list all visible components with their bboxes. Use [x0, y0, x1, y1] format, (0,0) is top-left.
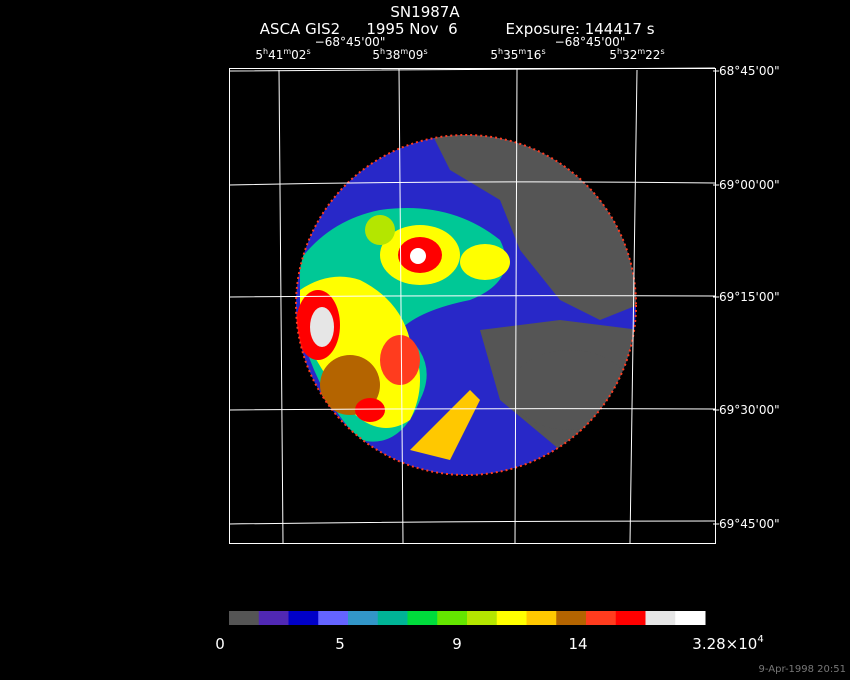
- exponent: 4: [757, 634, 763, 645]
- colorbar-segment: [377, 611, 408, 625]
- title: SN1987A: [390, 3, 460, 21]
- unit: h: [263, 47, 268, 56]
- unit: m: [518, 47, 526, 56]
- unit: s: [660, 47, 664, 56]
- colorbar-label: 5: [335, 635, 345, 653]
- colorbar-label: 0: [215, 635, 225, 653]
- top-dec-label: −68°45'00": [555, 35, 626, 49]
- coordinate-grid: [228, 67, 716, 544]
- colorbar-segment: [615, 611, 646, 625]
- date: 1995 Nov 6: [366, 20, 457, 38]
- footer: 9-Apr-1998 20:51: [759, 664, 846, 675]
- colorbar-labels: 0 5 9 14 3.28×104: [215, 634, 763, 653]
- exposure: Exposure: 144417 s: [505, 20, 654, 38]
- number: 16: [526, 48, 541, 62]
- unit: m: [283, 47, 291, 56]
- colorbar-segment: [645, 611, 676, 625]
- ra-label: 5h35m16s: [490, 47, 545, 62]
- number: 5: [372, 48, 380, 62]
- colorbar-segment: [437, 611, 468, 625]
- colorbar-segment: [675, 611, 706, 625]
- number: 5: [490, 48, 498, 62]
- dec-label: 69°15'00": [719, 290, 780, 304]
- number: 41: [268, 48, 283, 62]
- colorbar-segment: [556, 611, 587, 625]
- colorbar-segment: [318, 611, 349, 625]
- colorbar: [229, 611, 706, 625]
- ra-label: 5h32m22s: [609, 47, 664, 62]
- ra-labels: 5h41m02s 5h38m09s 5h35m16s 5h32m22s: [255, 47, 664, 62]
- colorbar-segment: [229, 611, 260, 625]
- colorbar-segment: [258, 611, 289, 625]
- unit: s: [541, 47, 545, 56]
- colorbar-segment: [496, 611, 527, 625]
- colorbar-label: 14: [568, 635, 587, 653]
- number: 5: [255, 48, 263, 62]
- colorbar-label: 3.28×104: [692, 634, 763, 653]
- number: 22: [645, 48, 660, 62]
- dec-label: 69°00'00": [719, 178, 780, 192]
- number: 09: [408, 48, 423, 62]
- top-dec-label: −68°45'00": [315, 35, 386, 49]
- unit: m: [637, 47, 645, 56]
- number: 38: [385, 48, 400, 62]
- dec-label: 69°45'00": [719, 517, 780, 531]
- dec-label: 68°45'00": [719, 64, 780, 78]
- number: 35: [503, 48, 518, 62]
- unit: h: [380, 47, 385, 56]
- unit: s: [423, 47, 427, 56]
- number: 32: [622, 48, 637, 62]
- mantissa: 3.28×10: [692, 635, 757, 653]
- unit: s: [306, 47, 310, 56]
- dec-labels: 68°45'00" 69°00'00" 69°15'00" 69°30'00" 69°4…: [713, 64, 780, 531]
- colorbar-segment: [348, 611, 379, 625]
- colorbar-segment: [586, 611, 617, 625]
- unit: m: [400, 47, 408, 56]
- ra-label: 5h41m02s: [255, 47, 310, 62]
- colorbar-segment: [526, 611, 557, 625]
- colorbar-segment: [467, 611, 498, 625]
- colorbar-segment: [288, 611, 319, 625]
- number: 5: [609, 48, 617, 62]
- unit: h: [498, 47, 503, 56]
- colorbar-label: 9: [452, 635, 462, 653]
- ra-label: 5h38m09s: [372, 47, 427, 62]
- unit: h: [617, 47, 622, 56]
- instrument: ASCA GIS2: [260, 20, 340, 38]
- number: 02: [291, 48, 306, 62]
- colorbar-segment: [407, 611, 438, 625]
- dec-label: 69°30'00": [719, 403, 780, 417]
